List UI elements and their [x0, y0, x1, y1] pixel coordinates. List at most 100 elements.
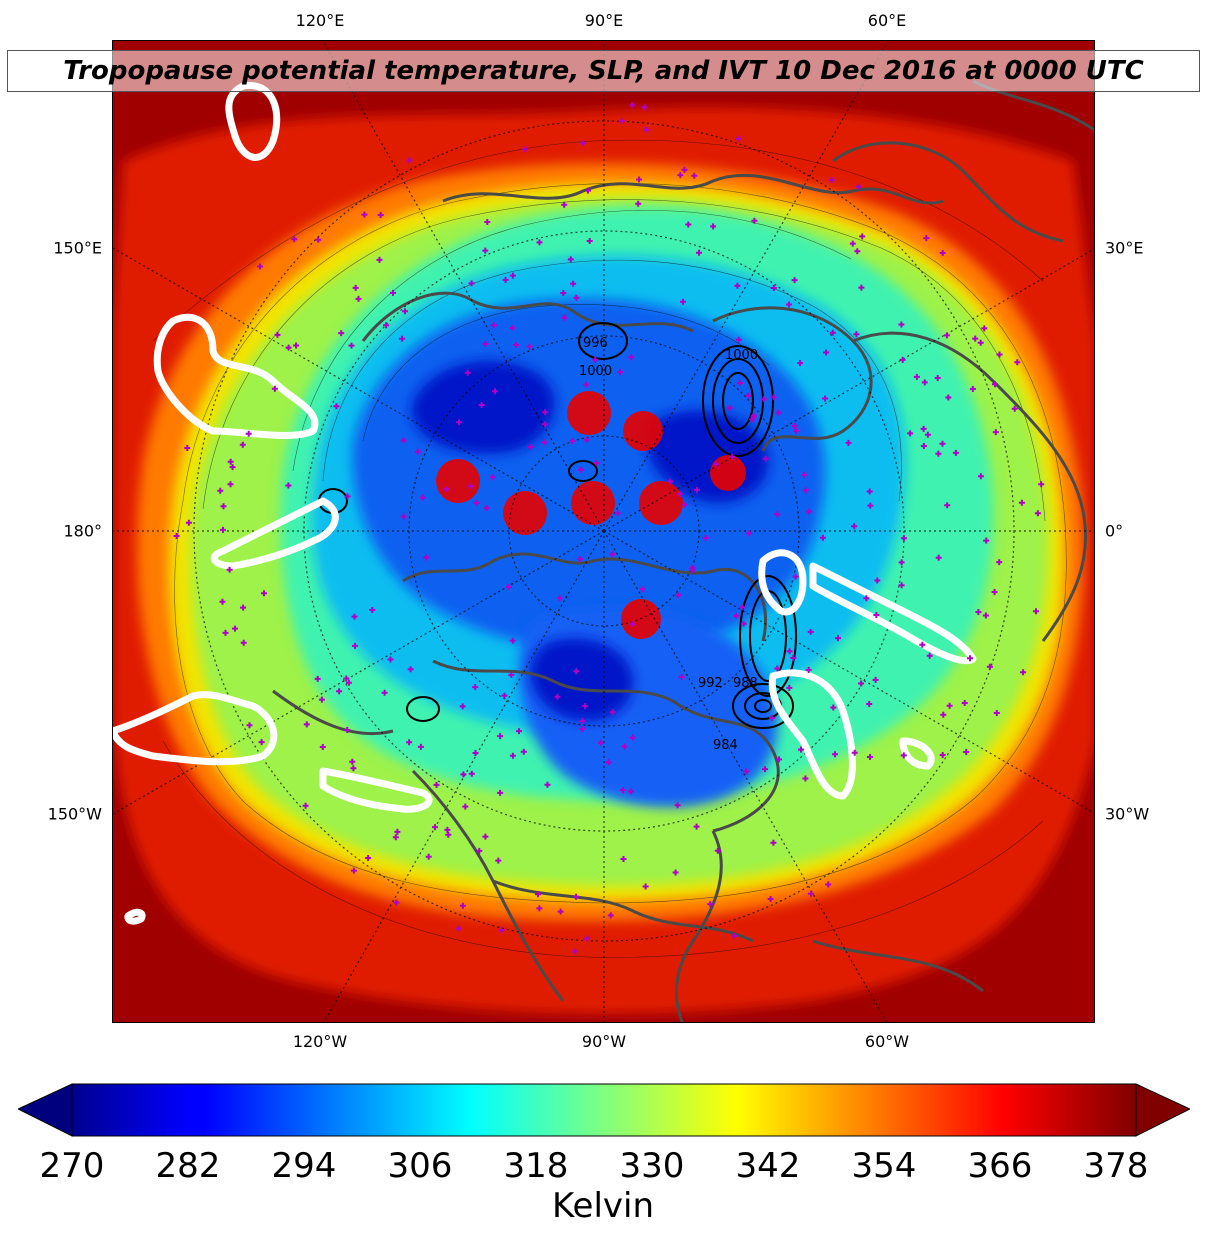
station-marker [383, 322, 390, 329]
station-marker [586, 238, 593, 244]
station-marker [731, 932, 738, 939]
station-marker [462, 803, 469, 810]
station-marker [482, 833, 489, 840]
station-marker [541, 439, 548, 446]
station-marker [376, 256, 383, 263]
station-marker [859, 233, 866, 240]
station-marker [977, 339, 984, 346]
colorbar-extend-low [18, 1083, 73, 1137]
station-marker [786, 648, 793, 655]
station-marker [245, 430, 252, 437]
station-marker [924, 431, 931, 438]
station-marker [735, 135, 742, 142]
station-marker [975, 609, 982, 615]
station-marker [923, 235, 930, 242]
station-marker [853, 331, 860, 338]
station-marker [472, 684, 479, 691]
station-marker [497, 789, 504, 796]
station-marker [578, 466, 585, 473]
station-marker [258, 739, 265, 746]
station-marker [786, 301, 792, 308]
station-marker [681, 166, 688, 173]
theta-field-deep-blue [411, 361, 769, 721]
station-marker [944, 502, 951, 509]
station-marker [220, 526, 226, 533]
station-marker [315, 236, 322, 243]
station-marker [576, 556, 583, 563]
slp-label: 1000 [579, 364, 612, 379]
station-marker [866, 488, 873, 495]
station-marker [830, 704, 837, 711]
station-marker [606, 759, 612, 766]
station-marker [677, 172, 684, 179]
station-marker [678, 674, 685, 680]
lon-label-top: 120°E [295, 11, 345, 30]
slp-label: 1000 [725, 348, 758, 363]
station-marker [419, 494, 426, 501]
station-marker [406, 157, 413, 164]
station-marker [522, 146, 529, 153]
station-marker [672, 869, 679, 876]
station-marker [432, 824, 438, 831]
station-marker [680, 298, 686, 305]
station-marker [740, 620, 747, 627]
station-marker [443, 486, 450, 493]
station-marker [926, 652, 933, 659]
station-marker [977, 473, 984, 480]
station-marker [240, 639, 247, 646]
station-marker [866, 701, 873, 707]
station-marker [348, 342, 355, 349]
station-marker [798, 746, 804, 753]
station-marker [173, 533, 180, 539]
station-marker [229, 464, 236, 471]
station-marker [898, 321, 905, 328]
station-marker [219, 598, 226, 605]
station-marker [369, 607, 376, 613]
station-marker [402, 308, 408, 315]
station-marker [689, 567, 696, 574]
station-marker [582, 381, 589, 388]
station-marker [710, 223, 717, 230]
station-marker [714, 847, 721, 854]
station-marker [636, 176, 643, 183]
station-marker [620, 787, 627, 794]
station-marker [484, 219, 491, 225]
station-marker [867, 754, 873, 760]
station-marker [542, 421, 549, 428]
station-marker [851, 523, 858, 530]
station-marker [1018, 499, 1025, 506]
slp-label: 996 [583, 336, 608, 351]
station-marker [509, 272, 516, 279]
station-marker [464, 369, 471, 376]
station-marker [993, 710, 1000, 716]
station-marker [807, 628, 814, 635]
station-marker [489, 474, 496, 481]
station-marker [618, 118, 625, 125]
station-marker [790, 655, 797, 661]
station-marker [598, 739, 605, 746]
station-marker [801, 471, 808, 478]
colorbar-gradient [18, 1083, 1190, 1137]
station-marker [583, 436, 590, 443]
station-marker [635, 200, 642, 207]
station-marker [509, 637, 516, 644]
station-marker [400, 513, 407, 520]
station-marker [584, 935, 591, 942]
station-marker [492, 388, 498, 395]
station-marker [762, 766, 768, 773]
station-marker [786, 684, 793, 691]
station-marker [691, 172, 698, 179]
station-marker [760, 396, 767, 403]
station-marker [528, 444, 534, 450]
slp-label: 988 [733, 676, 758, 691]
station-marker [900, 752, 907, 759]
tropopause-theta-map: 996 1000 1000 992 988 984 [113, 41, 1094, 1022]
station-marker [792, 423, 798, 429]
station-marker [939, 250, 946, 256]
station-marker [554, 693, 561, 700]
station-marker [579, 726, 586, 732]
station-marker [920, 443, 927, 449]
station-marker [352, 642, 358, 649]
station-marker [751, 217, 758, 224]
station-marker [806, 508, 813, 515]
